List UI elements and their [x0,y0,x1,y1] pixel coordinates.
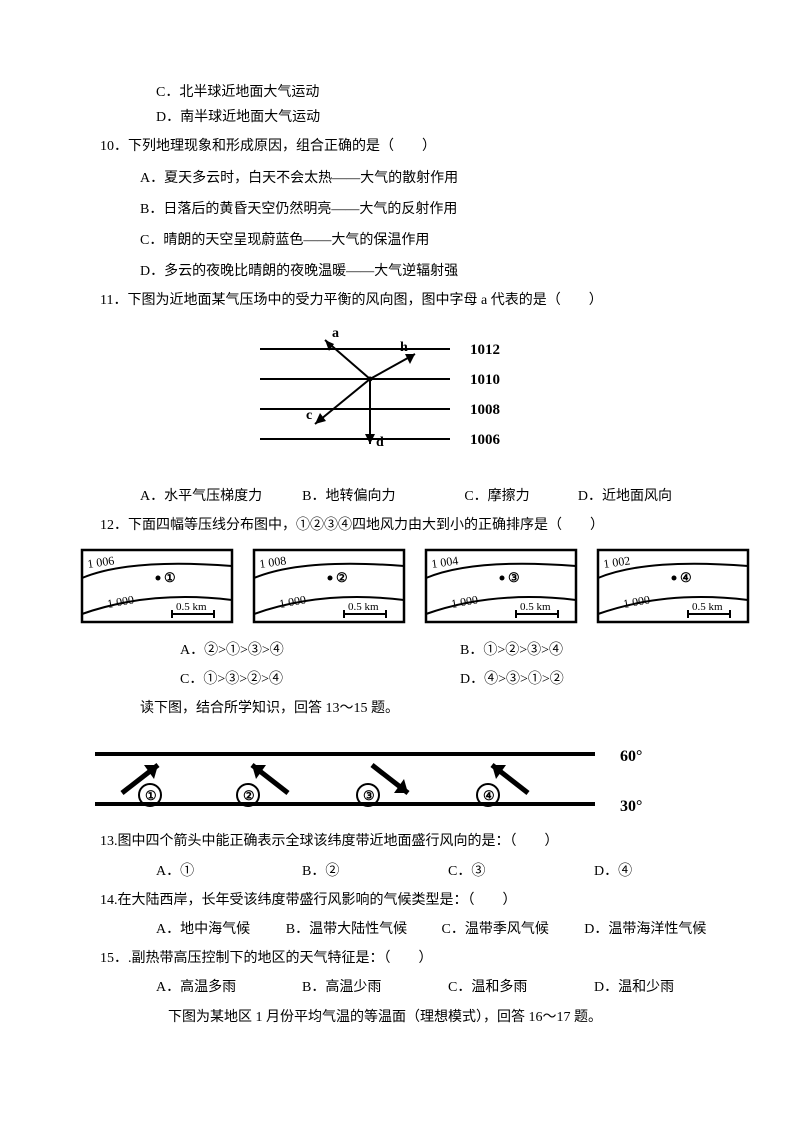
q11-opt-b: B．地转偏向力 [302,484,464,509]
svg-text:1 002: 1 002 [602,553,631,571]
svg-text:1 006: 1 006 [86,553,115,571]
q12-row2: C．①>③>②>④ D．④>③>①>② [180,667,740,692]
q11-opt-d: D．近地面风向 [578,484,740,509]
svg-text:1012: 1012 [470,342,500,358]
intro-13-15: 读下图，结合所学知识，回答 13～15 题。 [140,696,740,721]
svg-text:②: ② [243,788,255,803]
q10-stem: 10．下列地理现象和形成原因，组合正确的是（ ） [100,134,740,159]
q14-opt-d: D．温带海洋性气候 [584,917,740,942]
svg-text:1008: 1008 [470,402,500,418]
svg-text:a: a [332,326,339,341]
svg-text:30°: 30° [620,798,642,815]
svg-text:1 000: 1 000 [622,592,651,610]
q14-opt-c: C．温带季风气候 [442,917,585,942]
q14-options: A．地中海气候 B．温带大陆性气候 C．温带季风气候 D．温带海洋性气候 [156,917,740,942]
q9-opt-d: D．南半球近地面大气运动 [156,105,740,130]
svg-text:d: d [376,435,384,450]
q14-stem: 14.在大陆西岸，长年受该纬度带盛行风影响的气候类型是：（ ） [100,888,740,913]
q14-opt-a: A．地中海气候 [156,917,286,942]
svg-text:③: ③ [508,570,520,585]
q12-opt-a: A．②>①>③>④ [180,638,460,663]
q12-row1: A．②>①>③>④ B．①>②>③>④ [180,638,740,663]
q11-options: A．水平气压梯度力 B．地转偏向力 C．摩擦力 D．近地面风向 [140,484,740,509]
fig-13-15: 60° 30° ① ② ③ ④ [80,739,720,819]
svg-text:1 004: 1 004 [430,553,459,571]
svg-text:③: ③ [363,788,375,803]
svg-text:④: ④ [483,788,495,803]
svg-text:②: ② [336,570,348,585]
svg-text:1006: 1006 [470,432,501,448]
q15-opt-a: A．高温多雨 [156,975,302,1000]
q15-opt-c: C．温和多雨 [448,975,594,1000]
svg-text:0.5 km: 0.5 km [692,601,723,613]
svg-text:①: ① [164,570,176,585]
intro-16-17: 下图为某地区 1 月份平均气温的等温面（理想模式），回答 16～17 题。 [168,1005,740,1030]
svg-text:1 000: 1 000 [106,592,135,610]
svg-text:1010: 1010 [470,372,500,388]
svg-text:c: c [306,408,312,423]
svg-text:0.5 km: 0.5 km [176,601,207,613]
svg-text:1 000: 1 000 [278,592,307,610]
svg-text:④: ④ [680,570,692,585]
svg-text:1 008: 1 008 [258,553,287,571]
q11-opt-c: C．摩擦力 [464,484,578,509]
q13-options: A．① B．② C．③ D．④ [156,859,740,884]
svg-text:①: ① [145,788,157,803]
q10-opt-c: C．晴朗的天空呈现蔚蓝色——大气的保温作用 [140,228,740,253]
q13-opt-a: A．① [156,859,302,884]
q12-opt-d: D．④>③>①>② [460,667,660,692]
q13-stem: 13.图中四个箭头中能正确表示全球该纬度带近地面盛行风向的是：（ ） [100,829,740,854]
q13-opt-c: C．③ [448,859,594,884]
q10-opt-a: A．夏天多云时，白天不会太热——大气的散射作用 [140,166,740,191]
q14-opt-b: B．温带大陆性气候 [286,917,442,942]
q15-opt-b: B．高温少雨 [302,975,448,1000]
q13-opt-b: B．② [302,859,448,884]
q15-opt-d: D．温和少雨 [594,975,740,1000]
svg-text:60°: 60° [620,748,642,765]
q15-stem: 15．.副热带高压控制下的地区的天气特征是：（ ） [100,946,740,971]
q12-stem: 12．下面四幅等压线分布图中，①②③④四地风力由大到小的正确排序是（ ） [100,513,740,538]
svg-text:1 000: 1 000 [450,592,479,610]
q12-opt-c: C．①>③>②>④ [180,667,460,692]
q12-figure: 1 006 1 000 ① 0.5 km 1 008 1 000 ② 0.5 km 1 004 1… [80,548,720,628]
q12-opt-b: B．①>②>③>④ [460,638,660,663]
q13-opt-d: D．④ [594,859,740,884]
svg-text:0.5 km: 0.5 km [520,601,551,613]
q15-options: A．高温多雨 B．高温少雨 C．温和多雨 D．温和少雨 [156,975,740,1000]
svg-text:0.5 km: 0.5 km [348,601,379,613]
q11-figure: 1012 1010 1008 1006 a h c d [60,324,740,474]
q11-opt-a: A．水平气压梯度力 [140,484,302,509]
q9-opt-c: C．北半球近地面大气运动 [156,80,740,105]
q11-stem: 11．下图为近地面某气压场中的受力平衡的风向图，图中字母 a 代表的是（ ） [100,288,740,313]
svg-text:h: h [400,340,408,355]
q10-opt-b: B．日落后的黄昏天空仍然明亮——大气的反射作用 [140,197,740,222]
q10-opt-d: D．多云的夜晚比晴朗的夜晚温暖——大气逆辐射强 [140,259,740,284]
